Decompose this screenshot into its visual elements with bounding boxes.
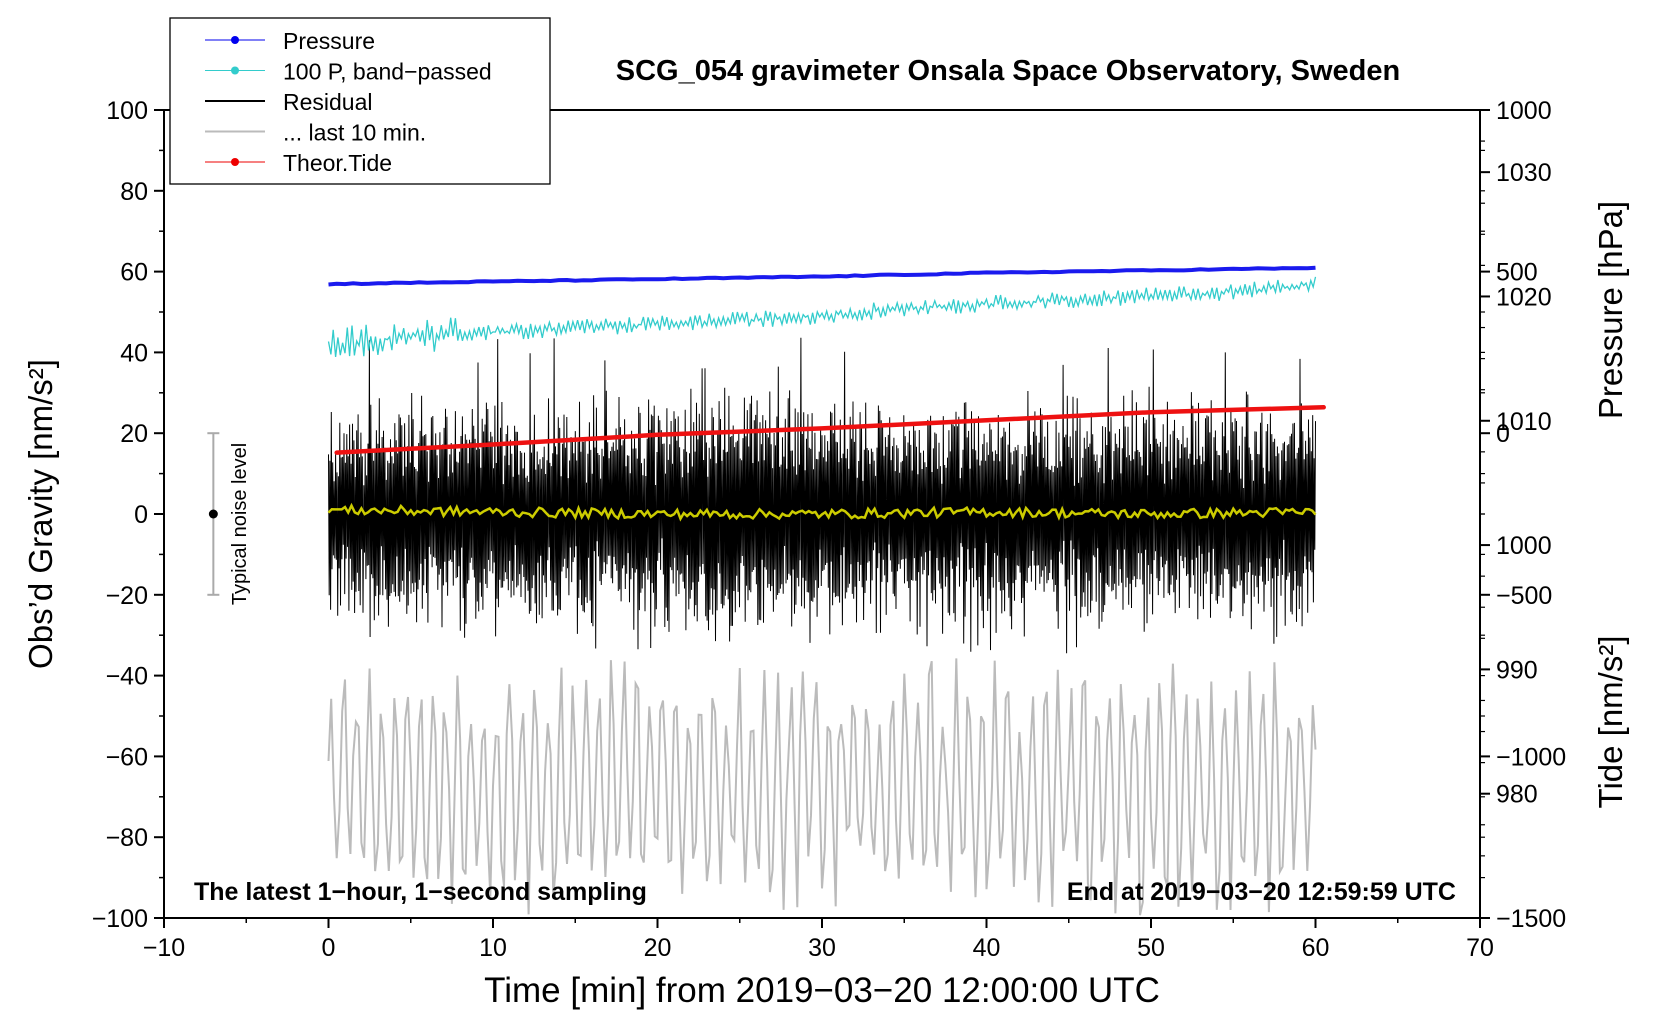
- x-tick-label: 30: [808, 934, 836, 962]
- legend-label: 100 P, band−passed: [283, 59, 492, 85]
- x-tick-label: 0: [322, 934, 336, 962]
- y-tick-label: 60: [120, 259, 148, 287]
- legend: Pressure 100 P, band−passed Residual ... la…: [205, 28, 492, 176]
- tide-axis-ticks: 1000 500 0 −500 −1000 −1500: [1480, 97, 1566, 933]
- x-tick-label: 60: [1302, 934, 1330, 962]
- y-tick-label: −60: [106, 743, 148, 771]
- legend-label: Residual: [283, 89, 373, 115]
- annotation-end-time: End at 2019−03−20 12:59:59 UTC: [1067, 878, 1456, 906]
- pressure-tick-label: 1000: [1496, 532, 1552, 560]
- noise-bar-center-dot: [208, 509, 218, 519]
- legend-label: Pressure: [283, 28, 375, 54]
- series-residual: [328, 337, 1316, 654]
- pressure-tick-label: 1020: [1496, 283, 1552, 311]
- pressure-tick-label: 1010: [1496, 408, 1552, 436]
- series-layer: [327, 265, 1326, 916]
- y-tick-label: −20: [106, 582, 148, 610]
- y-tick-label: 80: [120, 178, 148, 206]
- pressure-axis-label: Pressure [hPa]: [1592, 201, 1629, 419]
- chart-title: SCG_054 gravimeter Onsala Space Observat…: [616, 55, 1400, 87]
- x-tick-label: 50: [1137, 934, 1165, 962]
- tide-tick-label: 0: [1496, 420, 1510, 448]
- series-theoretical-tide: [334, 405, 1326, 455]
- tide-axis-label: Tide [nm/s²]: [1592, 636, 1629, 809]
- legend-marker: [231, 36, 239, 44]
- y-tick-label: −40: [106, 663, 148, 691]
- legend-label: ... last 10 min.: [283, 120, 426, 146]
- x-tick-label: 40: [973, 934, 1001, 962]
- x-tick-label: 70: [1466, 934, 1494, 962]
- series-residual-smoothed: [327, 502, 1317, 522]
- tide-tick-label: −1000: [1496, 743, 1566, 771]
- noise-level-bar: [207, 432, 220, 596]
- y-tick-label: 40: [120, 339, 148, 367]
- x-tick-label: −10: [143, 934, 185, 962]
- tide-tick-label: −1500: [1496, 905, 1566, 933]
- y-tick-label: 100: [106, 97, 148, 125]
- y-tick-label: 0: [134, 501, 148, 529]
- y-tick-label: −80: [106, 824, 148, 852]
- x-axis-ticks: −10 0 10 20 30 40 50 60 70: [143, 918, 1494, 962]
- x-axis-label: Time [min] from 2019−03−20 12:00:00 UTC: [484, 971, 1160, 1010]
- legend-marker: [231, 158, 239, 166]
- y-axis-label: Obs’d Gravity [nm/s²]: [22, 359, 59, 669]
- legend-marker: [231, 66, 239, 75]
- legend-label: Theor.Tide: [283, 150, 392, 176]
- series-pressure-band-passed: [327, 276, 1317, 357]
- y-tick-label: 20: [120, 420, 148, 448]
- pressure-axis-ticks: 1030 1020 1010 1000 990 980: [1480, 109, 1552, 857]
- series-pressure: [328, 265, 1316, 287]
- x-tick-label: 10: [479, 934, 507, 962]
- noise-level-label: Typical noise level: [229, 443, 251, 605]
- tide-tick-label: −500: [1496, 582, 1552, 610]
- pressure-tick-label: 990: [1496, 656, 1538, 684]
- pressure-tick-label: 980: [1496, 781, 1538, 809]
- x-tick-label: 20: [644, 934, 672, 962]
- series-last-10-min: [327, 658, 1317, 916]
- tide-tick-label: 500: [1496, 259, 1538, 287]
- tide-tick-label: 1000: [1496, 97, 1552, 125]
- y-tick-label: −100: [92, 905, 148, 933]
- pressure-tick-label: 1030: [1496, 159, 1552, 187]
- y-axis-ticks: 100 80 60 40 20 0 −20 −40 −60 −80 −100: [92, 97, 164, 933]
- annotation-latest-hour: The latest 1−hour, 1−second sampling: [194, 878, 647, 906]
